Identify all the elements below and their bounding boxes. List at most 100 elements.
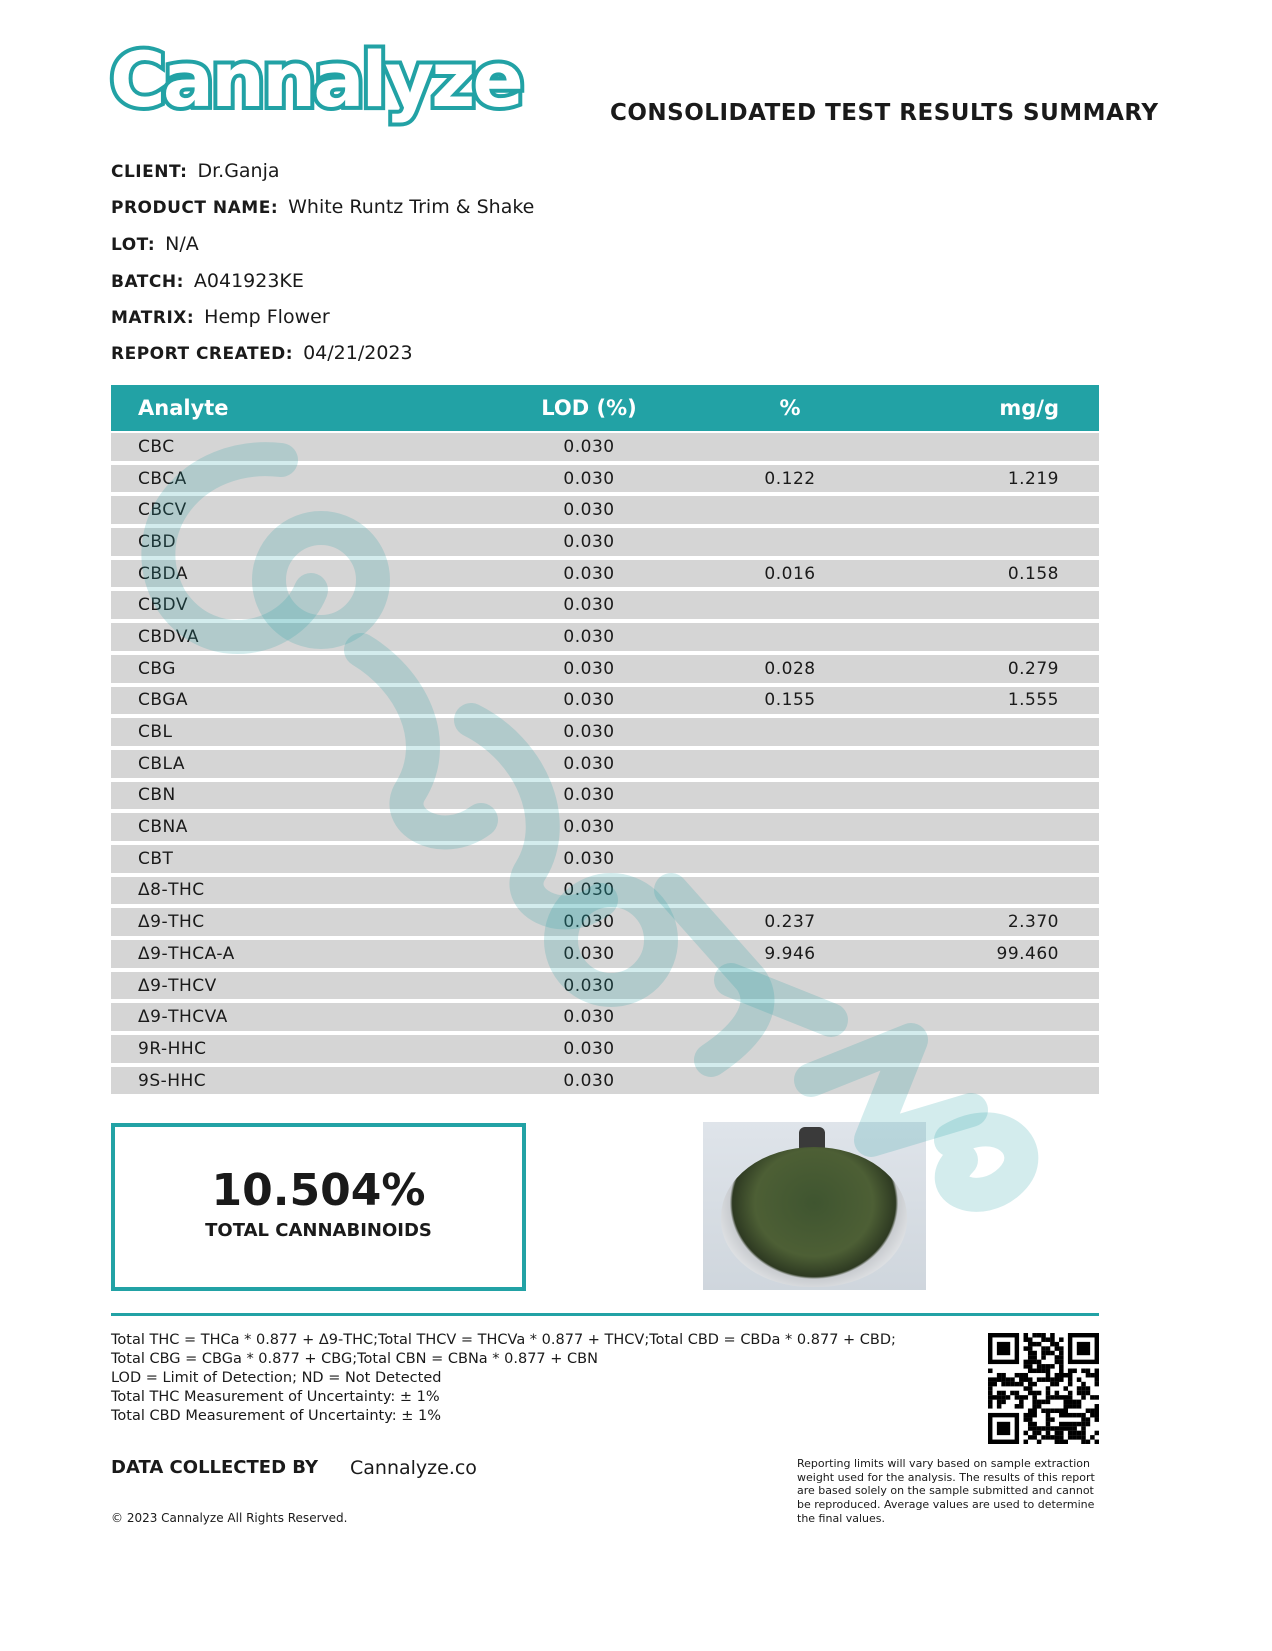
table-row: CBC 0.030: [111, 433, 1099, 461]
cell: 0.030: [563, 468, 615, 489]
cell: CBD: [138, 531, 177, 552]
total-value: 10.504%: [211, 1165, 426, 1216]
disclaimer: Reporting limits will vary based on samp…: [797, 1457, 1095, 1525]
table-row: 9R-HHC 0.030: [111, 1035, 1099, 1063]
note-line: Total THC Measurement of Uncertainty: ± …: [111, 1389, 440, 1405]
meta-field: REPORT CREATED: 04/21/2023: [111, 342, 413, 364]
table-row: CBD 0.030: [111, 528, 1099, 556]
cell: 0.237: [764, 912, 816, 933]
cell: [731, 1035, 849, 1063]
table-row: CBLA 0.030: [111, 749, 1099, 778]
cell: 1.555: [1007, 690, 1059, 711]
meta-field: PRODUCT NAME: White Runtz Trim & Shake: [111, 196, 534, 218]
cell: 0.030: [563, 880, 615, 901]
cell: Δ9-THCVA: [138, 1007, 228, 1028]
cell: Δ9-THC: [138, 912, 205, 933]
cell: Δ8-THC: [138, 880, 205, 901]
table-row: CBDV 0.030: [111, 591, 1099, 620]
cell: 0.030: [563, 626, 615, 647]
cell: 0.030: [563, 785, 615, 806]
meta-field: BATCH: A041923KE: [111, 270, 304, 292]
cell: 0.030: [563, 690, 615, 711]
cell: 0.030: [563, 658, 615, 679]
cell: [731, 591, 849, 619]
meta-field: CLIENT: Dr.Ganja: [111, 160, 280, 182]
cell: [731, 782, 849, 810]
cell: CBN: [138, 785, 176, 806]
cell: [731, 845, 849, 873]
cell: CBDA: [138, 563, 188, 584]
report-title: CONSOLIDATED TEST RESULTS SUMMARY: [610, 100, 1159, 126]
cell: [731, 528, 849, 556]
meta-label: PRODUCT NAME:: [111, 198, 279, 218]
table-row: Δ9-THCVA 0.030: [111, 1003, 1099, 1032]
notes: Total THC = THCa * 0.877 + Δ9-THC;Total …: [111, 1331, 896, 1426]
col-mgg: mg/g: [999, 396, 1059, 420]
logo: Cannalyze: [106, 35, 528, 124]
cell: 0.030: [563, 500, 615, 521]
cell: 0.030: [563, 436, 615, 457]
meta-value: Hemp Flower: [204, 306, 330, 328]
meta-label: REPORT CREATED:: [111, 344, 294, 364]
note-line: LOD = Limit of Detection; ND = Not Detec…: [111, 1370, 442, 1386]
table-row: CBG 0.030 0.028 0.279: [111, 654, 1099, 683]
table-row: Δ9-THCA-A 0.030 9.946 99.460: [111, 940, 1099, 968]
total-cannabinoids-box: 10.504% TOTAL CANNABINOIDS: [111, 1123, 526, 1291]
meta-label: CLIENT:: [111, 162, 188, 182]
note-line: Total CBG = CBGa * 0.877 + CBG;Total CBN…: [111, 1351, 598, 1367]
cell: 0.030: [563, 595, 615, 616]
cell: 0.030: [563, 1007, 615, 1028]
cell: 0.030: [563, 912, 615, 933]
cell: 0.030: [563, 848, 615, 869]
meta-label: BATCH:: [111, 272, 184, 292]
cell: CBCA: [138, 468, 187, 489]
cell: CBL: [138, 722, 173, 743]
meta-label: MATRIX:: [111, 308, 195, 328]
cell: CBC: [138, 436, 175, 457]
cell: CBT: [138, 848, 174, 869]
total-label: TOTAL CANNABINOIDS: [205, 1220, 432, 1241]
meta-label: LOT:: [111, 235, 156, 255]
table-row: CBN 0.030: [111, 781, 1099, 810]
meta-value: N/A: [165, 233, 199, 255]
data-collected-label: DATA COLLECTED BY: [111, 1457, 319, 1478]
qr-code: [988, 1333, 1099, 1444]
table-row: 9S-HHC 0.030: [111, 1066, 1099, 1095]
cell: [731, 877, 849, 905]
cell: 1.219: [1007, 468, 1059, 489]
meta-field: LOT: N/A: [111, 233, 199, 255]
meta-value: A041923KE: [193, 270, 304, 292]
col-analyte: Analyte: [138, 396, 229, 420]
table-row: CBGA 0.030 0.155 1.555: [111, 686, 1099, 715]
cell: 2.370: [1007, 912, 1059, 933]
cell: 0.155: [764, 690, 816, 711]
divider: [111, 1313, 1099, 1316]
note-line: Total CBD Measurement of Uncertainty: ± …: [111, 1408, 441, 1424]
cell: [731, 433, 849, 461]
cell: 0.030: [563, 975, 615, 996]
data-collected-value: Cannalyze.co: [350, 1457, 477, 1479]
cell: 9S-HHC: [138, 1070, 207, 1091]
table-row: Δ9-THC 0.030 0.237 2.370: [111, 908, 1099, 936]
cell: 0.030: [563, 722, 615, 743]
cell: [731, 623, 849, 651]
cell: 0.016: [764, 563, 816, 584]
cell: CBG: [138, 658, 176, 679]
meta-field: MATRIX: Hemp Flower: [111, 306, 330, 328]
product-photo: [703, 1122, 926, 1290]
table-row: CBDVA 0.030: [111, 623, 1099, 651]
meta-value: Dr.Ganja: [197, 160, 280, 182]
cell: 0.030: [563, 817, 615, 838]
results-table: CBC 0.030 CBCA 0.030 0.122 1.219 CBCV 0.030 CBD 0…: [111, 433, 1099, 1098]
table-row: CBT 0.030: [111, 844, 1099, 873]
table-header: Analyte LOD (%) % mg/g: [111, 385, 1099, 431]
cell: 9R-HHC: [138, 1038, 207, 1059]
cell: 0.030: [563, 753, 615, 774]
table-row: CBCV 0.030: [111, 496, 1099, 525]
table-row: CBDA 0.030 0.016 0.158: [111, 559, 1099, 588]
table-row: Δ9-THCV 0.030: [111, 971, 1099, 1000]
cell: 0.279: [1007, 658, 1059, 679]
cell: CBDV: [138, 595, 188, 616]
cell: 0.030: [563, 563, 615, 584]
cell: [731, 972, 849, 1000]
